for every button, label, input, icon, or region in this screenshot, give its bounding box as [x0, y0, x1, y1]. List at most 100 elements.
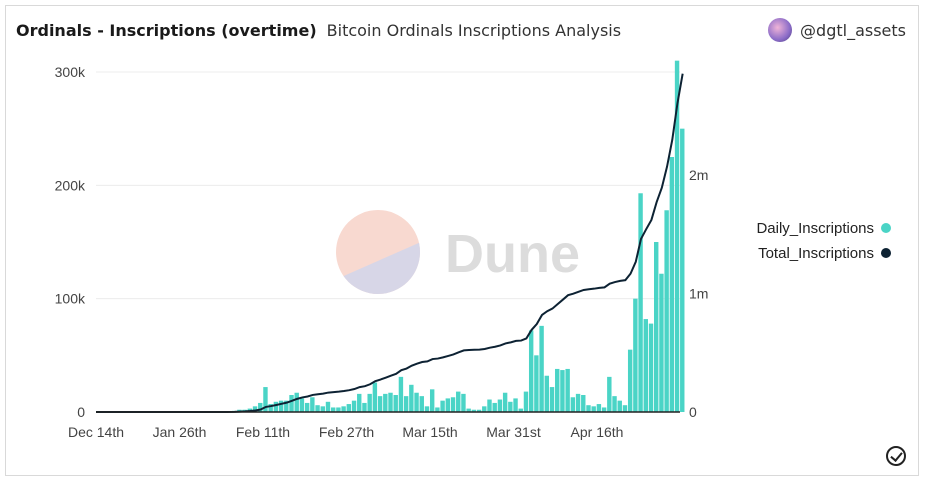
- bar-daily-inscriptions: [565, 368, 570, 412]
- dune-watermark-text: Dune: [445, 224, 580, 284]
- y-left-tick-label: 0: [77, 404, 85, 420]
- bar-daily-inscriptions: [570, 397, 576, 412]
- x-tick-label: Feb 27th: [319, 424, 374, 440]
- author-link[interactable]: @dgtl_assets: [768, 18, 906, 42]
- bar-daily-inscriptions: [310, 397, 315, 412]
- bar-daily-inscriptions: [367, 393, 372, 412]
- check-circle-icon[interactable]: [886, 446, 906, 466]
- y-right-tick-label: 1m: [689, 286, 708, 302]
- bar-daily-inscriptions: [544, 375, 550, 412]
- bar-daily-inscriptions: [435, 407, 440, 412]
- bar-daily-inscriptions: [429, 389, 435, 412]
- x-tick-label: Apr 16th: [571, 424, 624, 440]
- bar-daily-inscriptions: [680, 128, 685, 412]
- bar-daily-inscriptions: [289, 395, 294, 412]
- x-tick-label: Dec 14th: [68, 424, 124, 440]
- bar-daily-inscriptions: [528, 330, 534, 412]
- bar-daily-inscriptions: [258, 402, 263, 412]
- bar-daily-inscriptions: [299, 398, 305, 412]
- y-right-tick-label: 0: [689, 404, 697, 420]
- bar-daily-inscriptions: [450, 397, 456, 412]
- bar-daily-inscriptions: [518, 408, 523, 412]
- bar-daily-inscriptions: [482, 406, 487, 412]
- bar-daily-inscriptions: [414, 392, 419, 412]
- bar-daily-inscriptions: [456, 391, 461, 412]
- bar-daily-inscriptions: [315, 405, 320, 412]
- bar-daily-inscriptions: [664, 210, 669, 412]
- y-left-tick-label: 100k: [55, 291, 86, 307]
- bar-daily-inscriptions: [383, 393, 388, 412]
- bar-daily-inscriptions: [601, 407, 607, 412]
- bar-daily-inscriptions: [278, 400, 284, 412]
- bar-daily-inscriptions: [617, 400, 622, 412]
- bar-daily-inscriptions: [508, 401, 513, 412]
- bar-daily-inscriptions: [523, 391, 529, 412]
- bar-daily-inscriptions: [252, 406, 258, 412]
- bar-daily-inscriptions: [263, 387, 268, 412]
- bar-daily-inscriptions: [284, 400, 289, 412]
- bar-daily-inscriptions: [674, 60, 680, 413]
- bar-daily-inscriptions: [502, 392, 508, 412]
- legend-dot: [881, 223, 891, 233]
- x-tick-label: Mar 15th: [402, 424, 457, 440]
- bar-daily-inscriptions: [622, 405, 628, 412]
- bar-daily-inscriptions: [445, 398, 451, 412]
- bar-daily-inscriptions: [409, 384, 414, 412]
- bar-daily-inscriptions: [424, 406, 430, 412]
- bar-daily-inscriptions: [497, 399, 503, 412]
- bar-daily-inscriptions: [377, 396, 383, 412]
- bar-daily-inscriptions: [596, 404, 602, 412]
- bar-daily-inscriptions: [398, 376, 404, 412]
- bar-daily-inscriptions: [440, 400, 445, 412]
- x-tick-label: Jan 26th: [153, 424, 207, 440]
- bar-daily-inscriptions: [633, 298, 638, 412]
- x-tick-label: Mar 31st: [486, 424, 541, 440]
- bar-daily-inscriptions: [419, 396, 424, 412]
- bar-daily-inscriptions: [555, 368, 560, 412]
- bar-daily-inscriptions: [534, 355, 539, 412]
- bar-daily-inscriptions: [586, 405, 591, 412]
- bar-daily-inscriptions: [560, 370, 565, 412]
- bar-daily-inscriptions: [575, 393, 581, 412]
- y-left-tick-label: 200k: [55, 177, 86, 193]
- query-title[interactable]: Ordinals - Inscriptions (overtime): [16, 21, 317, 40]
- bar-daily-inscriptions: [476, 409, 482, 412]
- dune-watermark: Dune: [336, 210, 580, 294]
- bar-daily-inscriptions: [654, 242, 659, 412]
- bar-daily-inscriptions: [466, 408, 471, 412]
- legend-label: Total_Inscriptions: [758, 245, 874, 262]
- legend-dot: [881, 248, 891, 258]
- bar-daily-inscriptions: [659, 273, 664, 412]
- bar-daily-inscriptions: [549, 387, 555, 412]
- bar-daily-inscriptions: [643, 319, 648, 412]
- avatar: [768, 18, 793, 42]
- bar-daily-inscriptions: [388, 392, 393, 412]
- bar-daily-inscriptions: [471, 409, 477, 412]
- bar-daily-inscriptions: [372, 382, 378, 412]
- bar-daily-inscriptions: [607, 376, 612, 412]
- bar-daily-inscriptions: [325, 401, 331, 412]
- bar-daily-inscriptions: [341, 406, 346, 412]
- y-right-tick-label: 2m: [689, 167, 708, 183]
- line-total-inscriptions: [96, 73, 684, 413]
- bar-daily-inscriptions: [591, 406, 596, 412]
- bar-daily-inscriptions: [362, 402, 367, 412]
- bar-daily-inscriptions: [612, 396, 617, 412]
- bar-daily-inscriptions: [669, 157, 675, 412]
- author-name[interactable]: @dgtl_assets: [800, 20, 906, 40]
- bar-daily-inscriptions: [336, 407, 341, 412]
- bar-daily-inscriptions: [513, 398, 518, 412]
- bar-daily-inscriptions: [294, 392, 299, 412]
- bar-daily-inscriptions: [351, 400, 357, 412]
- bar-daily-inscriptions: [357, 393, 362, 412]
- bar-daily-inscriptions: [638, 193, 643, 412]
- x-tick-label: Feb 11th: [236, 424, 290, 440]
- bar-daily-inscriptions: [330, 407, 336, 412]
- bar-daily-inscriptions: [393, 395, 398, 412]
- dashboard-subtitle[interactable]: Bitcoin Ordinals Inscriptions Analysis: [326, 21, 622, 40]
- bar-daily-inscriptions: [627, 349, 633, 412]
- bar-daily-inscriptions: [403, 396, 409, 412]
- bar-daily-inscriptions: [487, 399, 492, 412]
- chart-title: Ordinals - Inscriptions (overtime) Bitcoi…: [16, 21, 621, 40]
